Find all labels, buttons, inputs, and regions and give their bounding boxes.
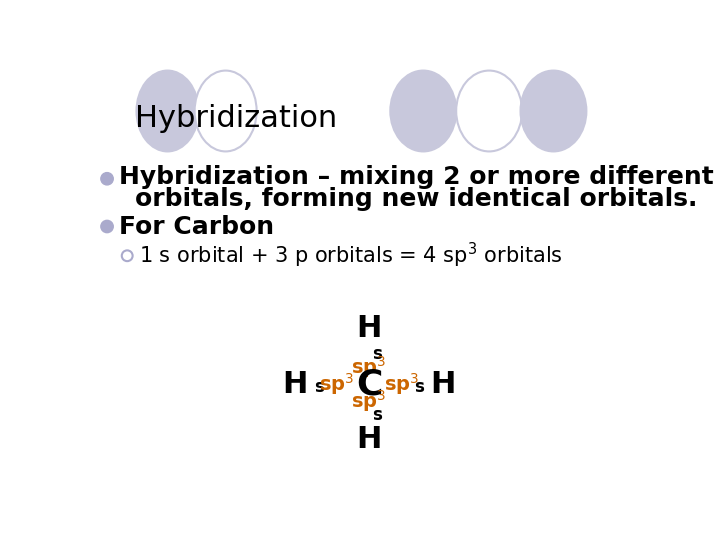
Text: H: H: [283, 370, 308, 399]
Text: s: s: [372, 345, 382, 362]
Text: Hybridization – mixing 2 or more different: Hybridization – mixing 2 or more differe…: [120, 165, 714, 189]
Text: s: s: [372, 406, 382, 424]
Circle shape: [122, 251, 132, 261]
Ellipse shape: [390, 71, 456, 151]
Text: H: H: [356, 314, 382, 343]
Ellipse shape: [194, 71, 256, 151]
Circle shape: [101, 173, 113, 185]
Ellipse shape: [521, 71, 586, 151]
Text: sp$^3$: sp$^3$: [384, 372, 419, 397]
Text: s: s: [415, 379, 424, 396]
Text: sp$^3$: sp$^3$: [319, 372, 354, 397]
Text: s: s: [314, 379, 323, 396]
Ellipse shape: [137, 71, 199, 151]
Ellipse shape: [456, 71, 522, 151]
Text: sp$^3$: sp$^3$: [351, 388, 387, 414]
Text: 1 s orbital + 3 p orbitals = 4 sp$^3$ orbitals: 1 s orbital + 3 p orbitals = 4 sp$^3$ or…: [139, 241, 562, 271]
Text: For Carbon: For Carbon: [120, 214, 274, 239]
Text: H: H: [356, 426, 382, 454]
Text: C: C: [356, 367, 382, 401]
Circle shape: [101, 220, 113, 233]
Text: orbitals, forming new identical orbitals.: orbitals, forming new identical orbitals…: [135, 187, 698, 211]
Text: sp$^3$: sp$^3$: [351, 354, 387, 380]
Text: Hybridization: Hybridization: [135, 104, 337, 133]
Text: H: H: [430, 370, 455, 399]
